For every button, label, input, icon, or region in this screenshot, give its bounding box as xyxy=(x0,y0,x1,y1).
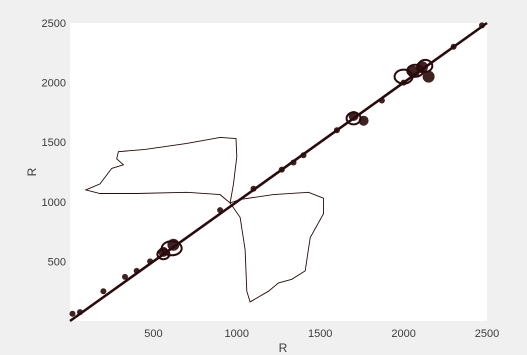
recurrence-loop xyxy=(160,240,183,257)
recurrence-point xyxy=(479,22,485,29)
recurrence-point xyxy=(77,309,83,316)
x-tick-label: 500 xyxy=(144,328,162,340)
recurrence-point xyxy=(290,159,297,166)
recurrence-curve-1 xyxy=(84,136,238,204)
recurrence-point xyxy=(300,152,307,159)
y-tick-label: 1000 xyxy=(42,197,66,209)
y-axis-label: R xyxy=(25,167,39,176)
recurrence-point xyxy=(147,258,154,265)
recurrence-point xyxy=(100,288,107,295)
x-tick-label: 1000 xyxy=(225,328,249,340)
recurrence-point xyxy=(217,207,224,214)
x-tick-label: 2000 xyxy=(391,328,415,340)
recurrence-curve-2 xyxy=(229,191,324,303)
x-tick-label: 1500 xyxy=(308,328,332,340)
recurrence-point xyxy=(278,166,285,173)
x-axis-label: R xyxy=(279,341,288,355)
recurrence-loop xyxy=(345,111,362,126)
recurrence-point xyxy=(122,273,128,280)
recurrence-marks xyxy=(69,21,488,323)
recurrence-point xyxy=(378,97,385,104)
tick-labels: 500 1000 1500 2000 2500 500 1000 1500 2000 2500 xyxy=(42,18,500,340)
recurrence-loop xyxy=(393,68,414,85)
recurrence-point xyxy=(133,267,140,274)
y-tick-label: 2500 xyxy=(42,18,66,30)
recurrence-point xyxy=(69,310,76,317)
y-tick-label: 2000 xyxy=(42,78,66,90)
recurrence-loop xyxy=(417,58,434,73)
x-tick-label: 2500 xyxy=(475,328,499,340)
recurrence-point xyxy=(422,70,435,83)
recurrence-point xyxy=(333,127,340,134)
y-tick-label: 1500 xyxy=(42,137,66,149)
recurrence-loop xyxy=(156,248,171,261)
recurrence-point xyxy=(450,43,457,50)
y-tick-label: 500 xyxy=(48,256,66,268)
recurrence-point xyxy=(250,185,257,192)
